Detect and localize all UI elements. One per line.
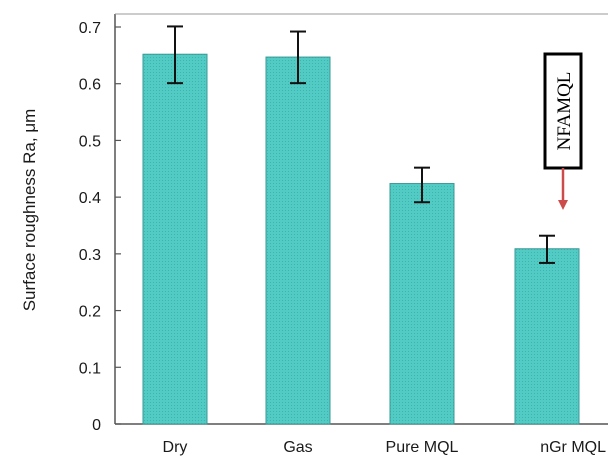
x-tick-label: Gas (283, 439, 312, 456)
bar (514, 248, 580, 425)
x-tick-label: Dry (163, 439, 188, 456)
y-tick-label: 0.6 (79, 77, 101, 94)
x-tick-label: Pure MQL (386, 439, 459, 456)
y-axis-title: Surface roughness Ra, μm (20, 109, 39, 312)
x-axis-labels: Dry Gas Pure MQL nGr MQL (163, 439, 607, 456)
y-axis-ticks: 0 0.1 0.2 0.3 0.4 0.5 0.6 0.7 (79, 20, 121, 434)
y-tick-label: 0.4 (79, 190, 101, 207)
bar (265, 56, 331, 425)
y-tick-label: 0 (92, 417, 101, 434)
y-tick-label: 0.3 (79, 247, 101, 264)
y-tick-label: 0.5 (79, 133, 101, 150)
annotation-label: NFAMQL (554, 72, 575, 151)
bar (142, 53, 208, 425)
x-tick-label: nGr MQL (540, 439, 606, 456)
error-bars (167, 25, 555, 264)
y-tick-label: 0.1 (79, 360, 101, 377)
bars (142, 53, 580, 425)
y-tick-label: 0.7 (79, 20, 101, 37)
bar (389, 183, 455, 425)
nfamql-annotation: NFAMQL (543, 52, 583, 210)
y-tick-label: 0.2 (79, 304, 101, 321)
